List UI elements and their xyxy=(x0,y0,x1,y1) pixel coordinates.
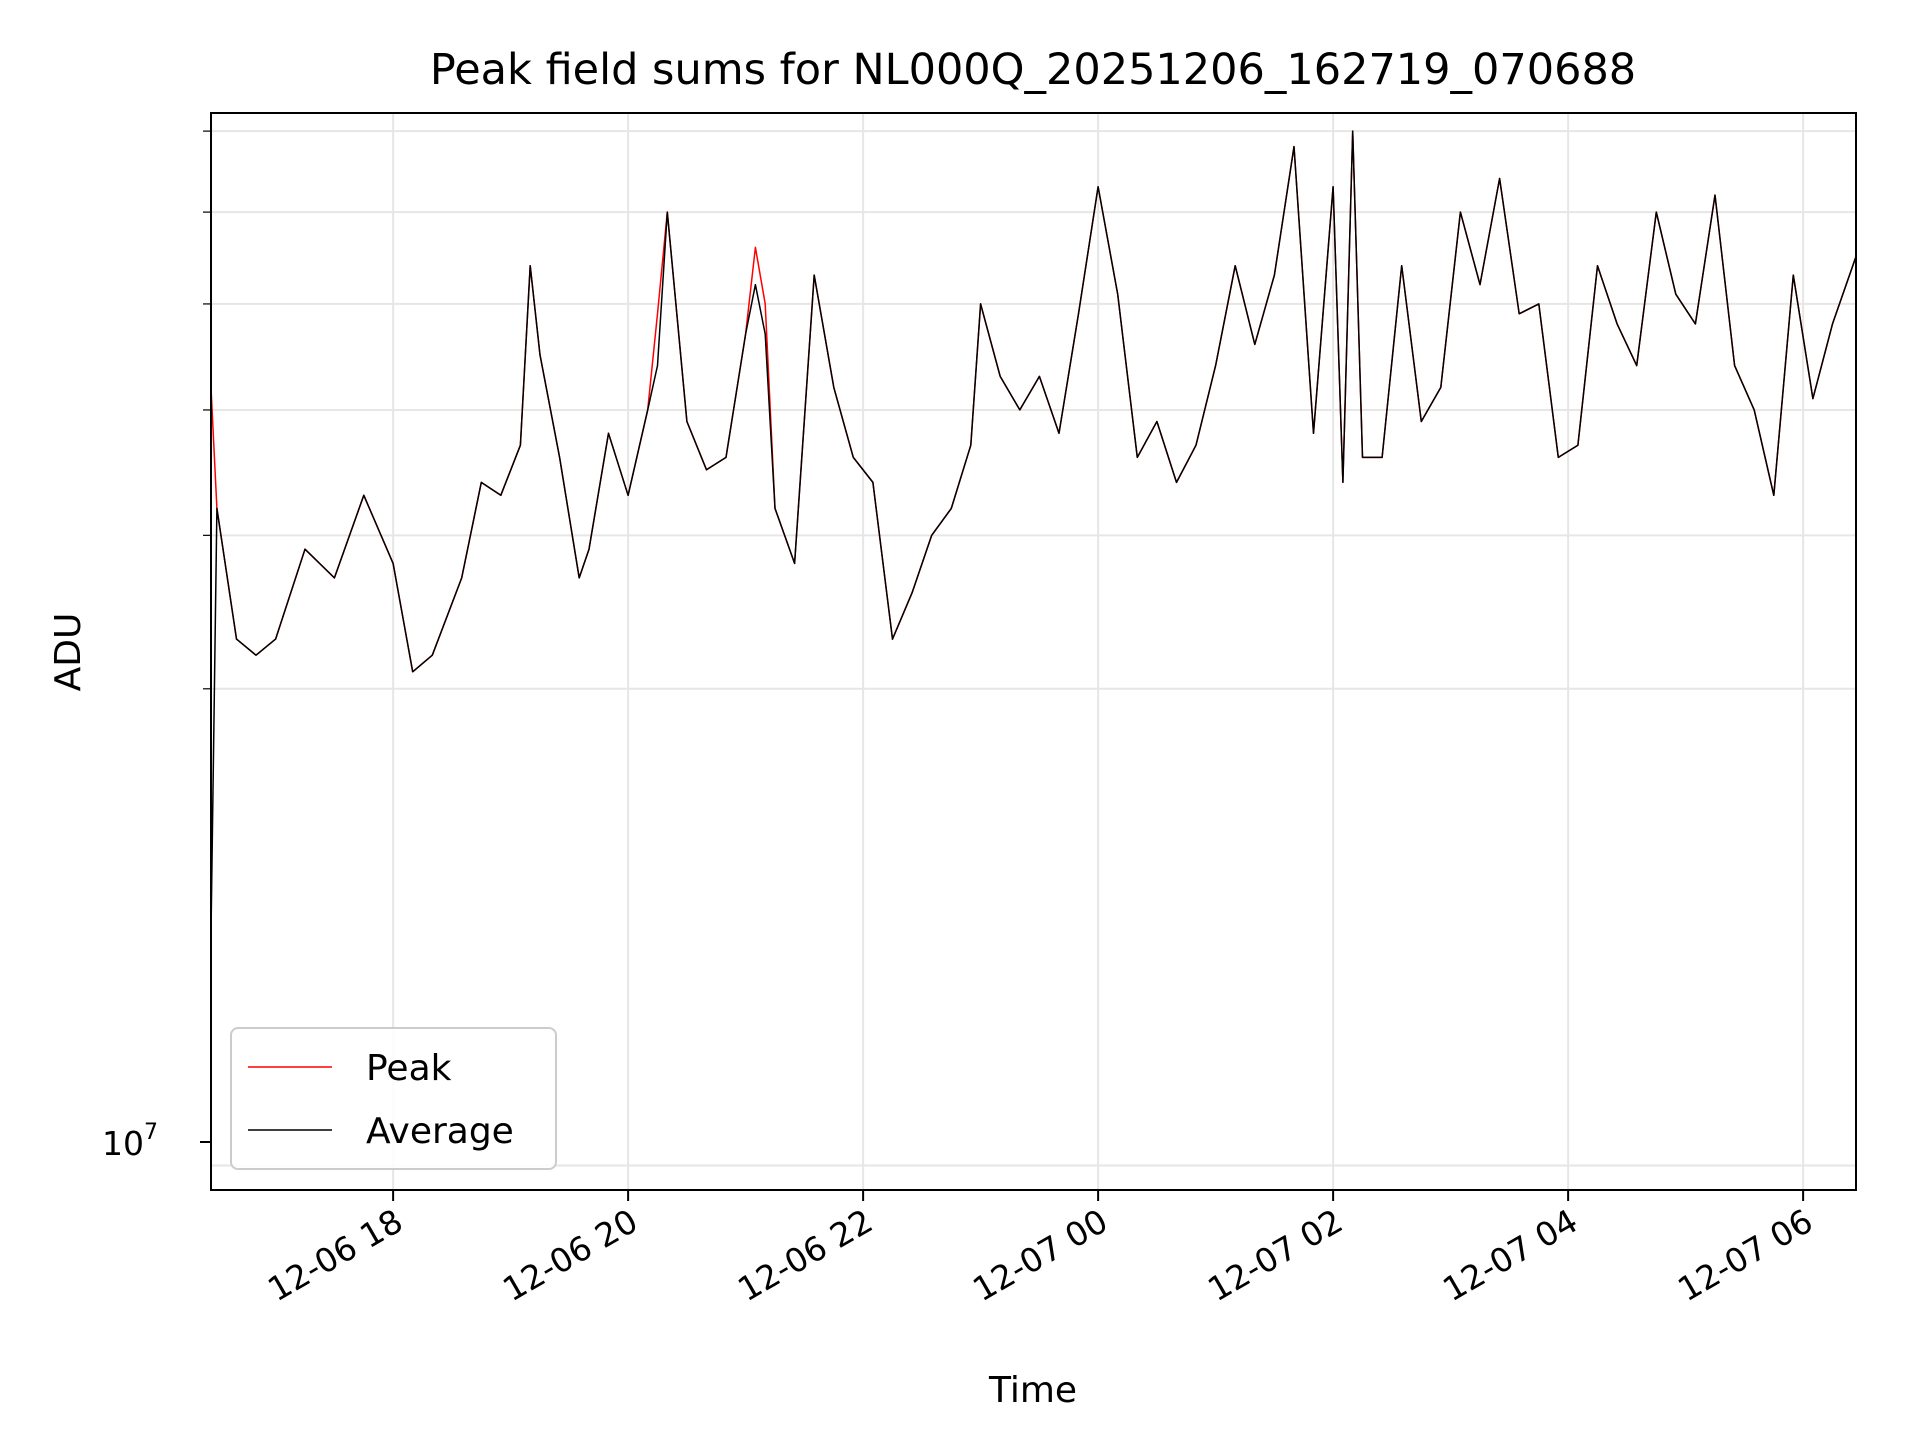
legend-label-average: Average xyxy=(366,1111,514,1152)
chart-title: Peak field sums for NL000Q_20251206_1627… xyxy=(430,45,1636,95)
y-tick-base: 10 xyxy=(102,1124,144,1163)
series-lines xyxy=(210,130,1857,935)
y-axis-label: ADU xyxy=(48,613,89,692)
legend-box xyxy=(230,1027,557,1170)
y-tick-exponent: 7 xyxy=(144,1120,158,1145)
grid xyxy=(211,113,1856,1190)
legend: Peak Average xyxy=(230,1027,557,1170)
x-axis-label: Time xyxy=(988,1370,1077,1411)
y-tick-label-1e7: 107 xyxy=(102,1120,158,1163)
plot-frame xyxy=(210,112,1857,1191)
series-line-average xyxy=(210,130,1857,935)
legend-label-peak: Peak xyxy=(366,1048,452,1089)
y-axis-ticks: 107 xyxy=(102,130,211,1163)
